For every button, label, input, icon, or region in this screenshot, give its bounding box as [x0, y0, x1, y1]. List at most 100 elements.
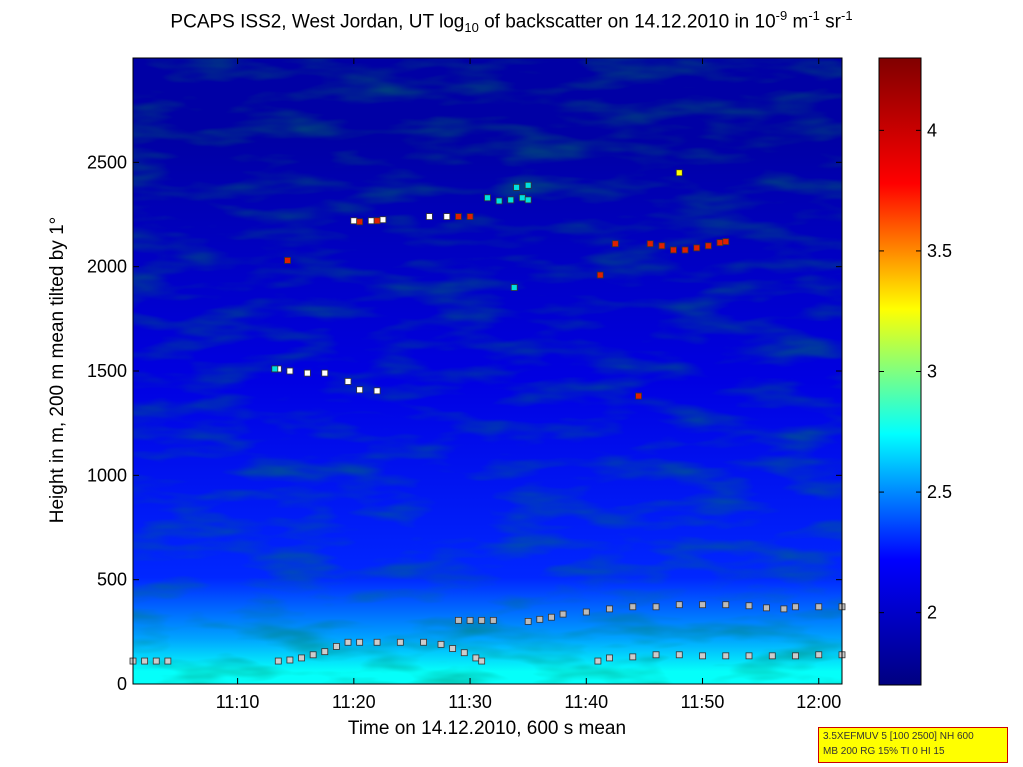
marker-point	[271, 365, 279, 373]
marker-point	[745, 652, 753, 660]
marker-point	[722, 238, 730, 246]
marker-point	[681, 246, 689, 254]
marker-point	[596, 271, 604, 279]
marker-point	[478, 657, 486, 665]
marker-point	[658, 242, 666, 250]
y-axis: 0 500 1000 1500 2000 2500	[87, 152, 842, 694]
marker-point	[646, 240, 654, 248]
marker-point	[815, 651, 823, 659]
marker-point	[164, 657, 172, 665]
marker-point	[460, 649, 468, 657]
marker-point	[629, 653, 637, 661]
info-line-2: MB 200 RG 15% TI 0 HI 15	[823, 746, 945, 757]
marker-point	[524, 196, 532, 204]
marker-point	[373, 217, 381, 225]
marker-point	[321, 648, 329, 656]
marker-point	[489, 616, 497, 624]
marker-point	[635, 392, 642, 400]
marker-point	[333, 643, 340, 650]
colorbar-tick-label: 4	[927, 120, 937, 140]
marker-point	[303, 369, 311, 377]
marker-point	[699, 601, 706, 609]
marker-point	[768, 652, 776, 660]
marker-point	[344, 638, 352, 646]
marker-point	[356, 638, 364, 646]
marker-point	[611, 240, 619, 248]
x-axis: 11:10 11:20 11:30 11:40 11:50 12:00	[216, 58, 841, 712]
marker-point	[449, 645, 457, 652]
marker-point	[425, 213, 433, 220]
marker-point	[792, 652, 799, 660]
marker-point	[152, 657, 160, 665]
marker-point	[722, 652, 730, 660]
marker-point	[518, 194, 526, 202]
colorbar-tick-label: 3	[927, 362, 937, 382]
colorbar-ticks: 2 2.5 3 3.5 4	[879, 120, 952, 623]
processing-info-box: 3.5XEFMUV 5 [100 2500] NH 600 MB 200 RG …	[818, 727, 1008, 763]
marker-point	[693, 244, 701, 252]
marker-point	[524, 181, 532, 189]
colorbar: 2 2.5 3 3.5 4	[878, 57, 952, 686]
marker-point	[513, 183, 520, 191]
marker-point	[356, 218, 364, 226]
marker-point	[716, 239, 724, 247]
marker-point	[763, 604, 770, 612]
marker-point	[675, 601, 683, 609]
marker-point	[704, 242, 712, 250]
marker-point	[484, 194, 491, 202]
x-tick-label: 11:20	[332, 692, 376, 712]
x-tick-label: 12:00	[796, 692, 841, 712]
marker-point	[367, 217, 375, 225]
marker-point	[309, 651, 317, 659]
marker-point	[373, 638, 381, 646]
marker-point	[466, 213, 474, 220]
y-tick-label: 1500	[87, 361, 127, 381]
y-tick-label: 2000	[87, 257, 127, 277]
marker-point	[356, 386, 364, 394]
marker-point	[524, 618, 532, 625]
marker-point	[722, 601, 730, 609]
marker-point	[455, 616, 462, 624]
marker-point	[350, 217, 358, 225]
colorbar-gradient	[878, 57, 922, 686]
x-tick-label: 11:10	[216, 692, 260, 712]
x-axis-label: Time on 14.12.2010, 600 s mean	[347, 718, 627, 739]
marker-point	[141, 657, 149, 665]
marker-point	[670, 246, 677, 254]
marker-point	[699, 652, 706, 660]
marker-point	[606, 654, 613, 662]
marker-point	[495, 197, 503, 205]
marker-point	[652, 651, 660, 659]
marker-point	[437, 640, 445, 648]
marker-point	[507, 196, 515, 204]
marker-point	[792, 603, 799, 611]
marker-point	[472, 654, 480, 662]
x-tick-label: 11:40	[564, 692, 608, 712]
colorbar-tick-label: 2.5	[927, 482, 952, 502]
marker-point	[559, 610, 567, 618]
colorbar-tick-label: 3.5	[927, 241, 952, 261]
marker-point	[420, 638, 427, 646]
marker-point	[321, 369, 329, 377]
marker-point	[582, 608, 590, 616]
marker-point	[373, 387, 381, 395]
marker-point	[298, 654, 305, 662]
y-axis-label: Height in m, 200 m mean tilted by 1°	[47, 216, 68, 524]
marker-point	[443, 213, 451, 220]
marker-point	[284, 257, 291, 264]
marker-point	[652, 603, 660, 611]
info-line-1: 3.5XEFMUV 5 [100 2500] NH 600	[823, 731, 974, 742]
marker-point	[548, 613, 555, 621]
marker-point	[675, 169, 683, 177]
marker-point	[815, 603, 823, 611]
chart-title: PCAPS ISS2, West Jordan, UT log10 of bac…	[170, 8, 853, 36]
marker-point	[745, 602, 753, 610]
marker-point	[478, 616, 486, 624]
colorbar-tick-label: 2	[927, 603, 937, 623]
heatmap-texture	[133, 58, 842, 684]
x-tick-label: 11:30	[448, 692, 492, 712]
y-tick-label: 500	[97, 570, 127, 590]
marker-point	[780, 605, 788, 613]
marker-point	[396, 638, 404, 646]
